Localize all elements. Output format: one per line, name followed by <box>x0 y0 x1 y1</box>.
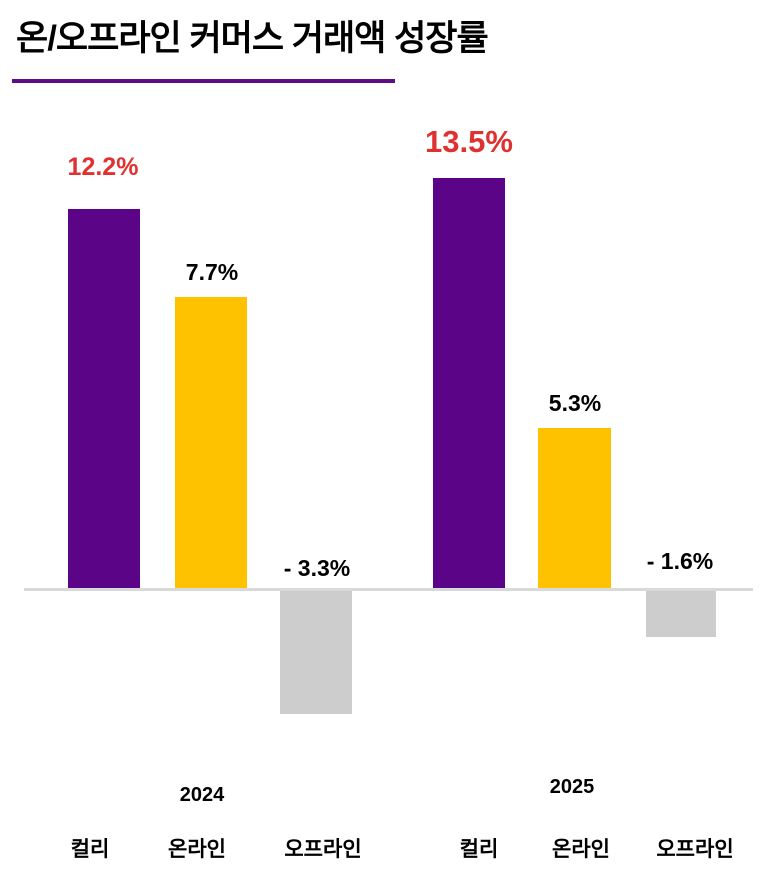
category-label-online-2024: 온라인 <box>168 838 226 861</box>
zero-baseline <box>24 588 753 591</box>
bar-kurly-2024 <box>68 209 140 588</box>
category-label-offline-2025: 오프라인 <box>656 838 734 861</box>
bar-kurly-2025 <box>433 178 505 588</box>
category-label-kurly-2024: 컬리 <box>70 838 110 861</box>
value-label-offline-2025: - 1.6% <box>646 548 714 574</box>
category-label-offline-2024: 오프라인 <box>284 838 362 861</box>
bar-offline-2025 <box>646 591 716 637</box>
category-label-online-2025: 온라인 <box>552 838 610 861</box>
chart-title: 온/오프라인 커머스 거래액 성장률 <box>16 19 489 58</box>
group-label-2024: 2024 <box>179 784 225 806</box>
bar-offline-2024 <box>280 591 352 714</box>
group-label-2025: 2025 <box>549 776 595 798</box>
title-underline <box>12 79 395 83</box>
bar-online-2024 <box>175 297 247 588</box>
value-label-kurly-2024: 12.2% <box>67 153 139 181</box>
value-label-offline-2024: - 3.3% <box>283 555 351 581</box>
value-label-kurly-2025: 13.5% <box>425 124 513 159</box>
category-label-kurly-2025: 컬리 <box>459 838 499 861</box>
value-label-online-2024: 7.7% <box>185 259 239 285</box>
bar-online-2025 <box>538 428 611 588</box>
value-label-online-2025: 5.3% <box>548 390 602 416</box>
